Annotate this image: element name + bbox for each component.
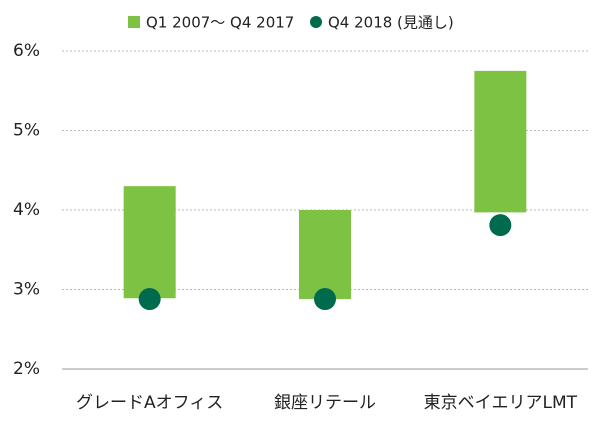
legend-swatch xyxy=(128,16,140,28)
legend-label: Q1 2007〜 Q4 2017 xyxy=(146,14,294,32)
x-tick-label: 東京ベイエリアLMT xyxy=(424,393,578,413)
range-bar xyxy=(123,186,176,299)
y-tick-label: 2% xyxy=(13,359,40,379)
y-tick-label: 6% xyxy=(13,41,40,61)
point xyxy=(314,288,336,311)
range-bar xyxy=(474,70,527,213)
legend-label: Q4 2018 (見通し) xyxy=(328,14,454,32)
point xyxy=(489,214,512,237)
y-tick-label: 3% xyxy=(13,280,40,300)
y-tick-label: 4% xyxy=(13,200,40,220)
x-tick-label: 銀座リテール xyxy=(274,393,376,413)
y-tick-label: 5% xyxy=(13,121,40,141)
x-tick-label: グレードAオフィス xyxy=(76,393,223,413)
range-bar xyxy=(299,210,351,300)
legend-swatch xyxy=(310,16,322,28)
point xyxy=(138,288,161,311)
